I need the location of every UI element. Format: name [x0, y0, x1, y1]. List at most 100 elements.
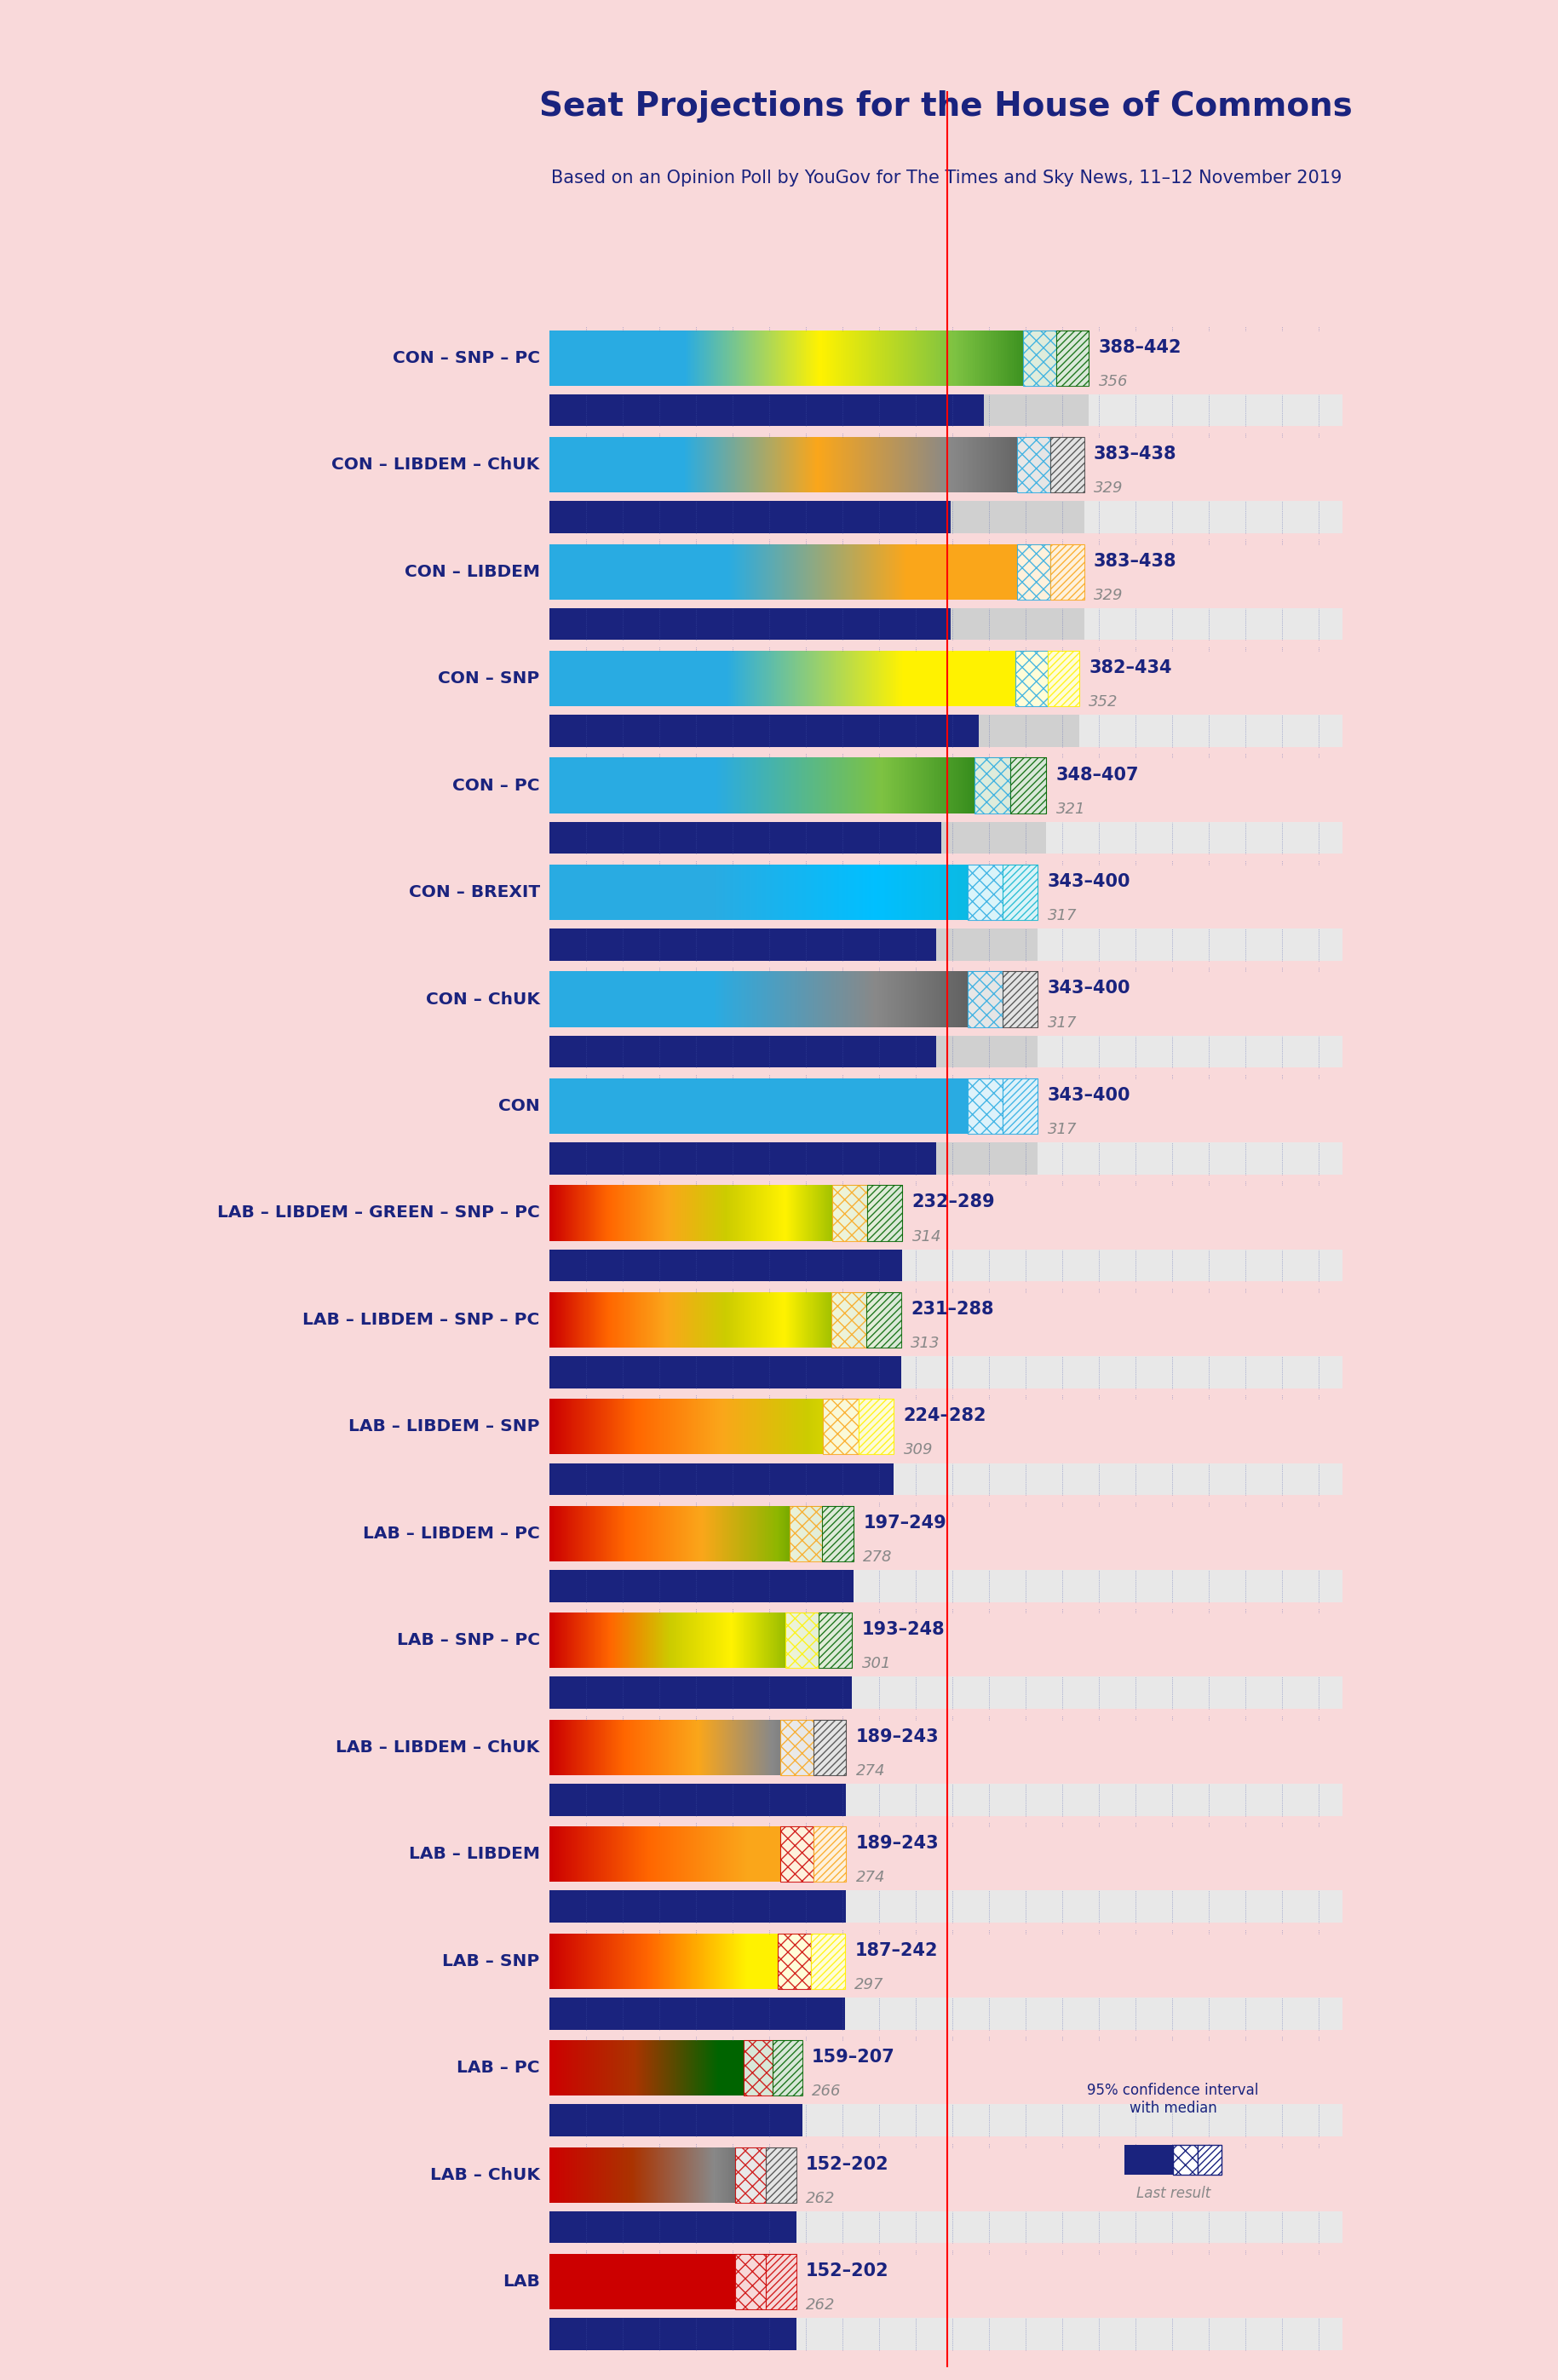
- Bar: [844, 1997, 1343, 2030]
- Bar: [865, 650, 866, 707]
- Bar: [911, 864, 913, 921]
- Bar: [890, 331, 891, 386]
- Bar: [671, 971, 673, 1028]
- Bar: [1000, 438, 1002, 493]
- Bar: [726, 757, 728, 814]
- Bar: [902, 1250, 1343, 1280]
- Bar: [1003, 1078, 1038, 1133]
- Bar: [589, 757, 590, 814]
- Bar: [894, 545, 896, 600]
- Bar: [787, 438, 790, 493]
- Bar: [760, 757, 762, 814]
- Bar: [930, 757, 932, 814]
- Bar: [929, 971, 930, 1028]
- Bar: [785, 864, 787, 921]
- Bar: [637, 757, 640, 814]
- Bar: [653, 331, 656, 386]
- Bar: [676, 545, 678, 600]
- Bar: [589, 438, 590, 493]
- Bar: [581, 971, 583, 1028]
- Bar: [885, 545, 887, 600]
- Bar: [594, 545, 595, 600]
- Bar: [1030, 971, 1031, 1028]
- Bar: [871, 757, 872, 814]
- Bar: [698, 1078, 700, 1133]
- Text: 189–243: 189–243: [855, 1835, 939, 1852]
- Bar: [904, 545, 905, 600]
- Bar: [894, 971, 897, 1028]
- Bar: [986, 331, 988, 386]
- Bar: [1073, 650, 1075, 707]
- Bar: [628, 545, 631, 600]
- Bar: [896, 331, 897, 386]
- Bar: [952, 757, 953, 814]
- Bar: [915, 864, 916, 921]
- Bar: [558, 971, 559, 1028]
- Bar: [908, 1078, 910, 1133]
- Bar: [729, 971, 731, 1028]
- Bar: [612, 331, 614, 386]
- Bar: [609, 650, 611, 707]
- Bar: [834, 438, 837, 493]
- Bar: [943, 545, 944, 600]
- Bar: [749, 650, 751, 707]
- Bar: [1064, 331, 1067, 386]
- Bar: [595, 438, 597, 493]
- Bar: [1014, 971, 1016, 1028]
- Bar: [823, 331, 824, 386]
- Bar: [1031, 331, 1033, 386]
- Bar: [590, 757, 592, 814]
- Bar: [768, 438, 771, 493]
- Bar: [550, 607, 950, 640]
- Bar: [751, 438, 753, 493]
- Bar: [939, 864, 941, 921]
- Bar: [994, 757, 996, 814]
- Bar: [866, 864, 869, 921]
- Bar: [893, 650, 894, 707]
- Bar: [805, 971, 807, 1028]
- Bar: [913, 545, 915, 600]
- Bar: [790, 757, 791, 814]
- Bar: [950, 864, 953, 921]
- Bar: [1028, 545, 1030, 600]
- Bar: [628, 1078, 629, 1133]
- Bar: [949, 971, 950, 1028]
- Bar: [749, 757, 751, 814]
- Bar: [830, 971, 832, 1028]
- Bar: [946, 757, 947, 814]
- Bar: [795, 1078, 796, 1133]
- Bar: [935, 971, 936, 1028]
- Bar: [728, 864, 729, 921]
- Bar: [924, 331, 927, 386]
- Bar: [620, 757, 622, 814]
- Bar: [1069, 650, 1070, 707]
- Bar: [731, 545, 732, 600]
- Bar: [695, 438, 696, 493]
- Bar: [1000, 545, 1002, 600]
- Bar: [1005, 545, 1006, 600]
- Bar: [852, 331, 855, 386]
- Bar: [734, 757, 737, 814]
- Bar: [821, 1507, 854, 1561]
- Bar: [869, 864, 871, 921]
- Bar: [843, 331, 846, 386]
- Bar: [1053, 650, 1055, 707]
- Bar: [620, 864, 622, 921]
- Bar: [869, 1078, 871, 1133]
- Bar: [869, 545, 871, 600]
- Bar: [890, 757, 891, 814]
- Bar: [916, 438, 918, 493]
- Bar: [1035, 438, 1036, 493]
- Bar: [651, 438, 653, 493]
- Bar: [1016, 757, 1019, 814]
- Bar: [763, 757, 765, 814]
- Bar: [670, 438, 671, 493]
- Bar: [1003, 971, 1005, 1028]
- Bar: [636, 650, 637, 707]
- Bar: [826, 331, 827, 386]
- Bar: [966, 971, 968, 1028]
- Bar: [787, 438, 788, 493]
- Bar: [905, 331, 907, 386]
- Bar: [960, 864, 961, 921]
- Bar: [916, 650, 918, 707]
